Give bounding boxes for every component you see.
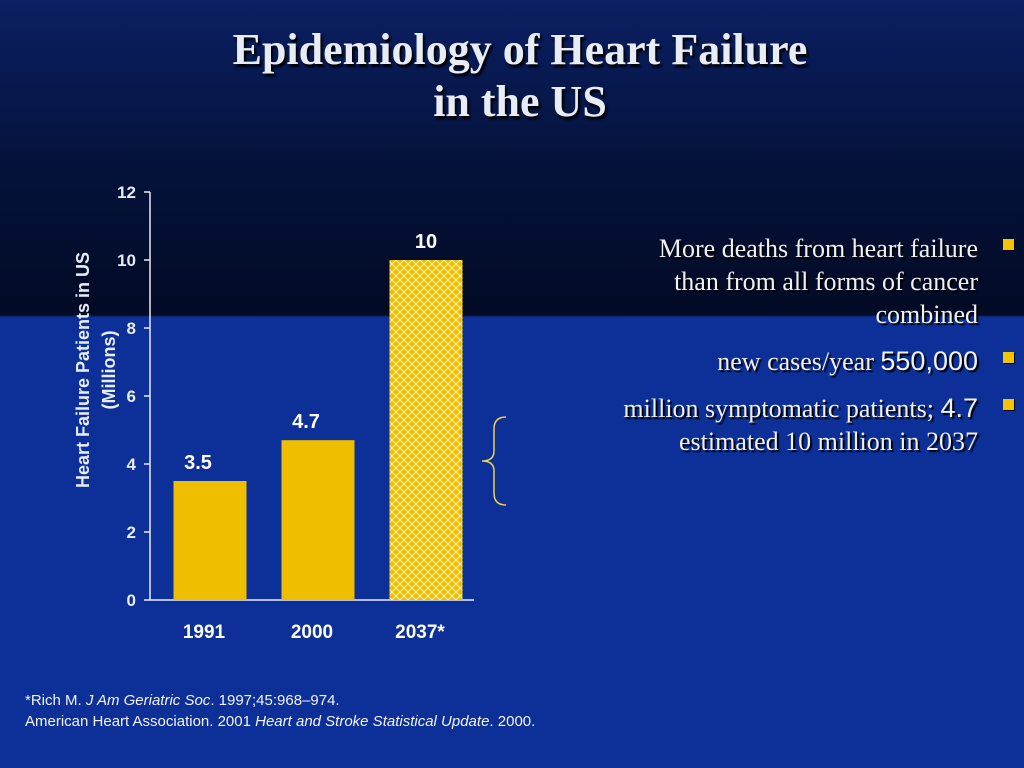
bullet-3-text: million symptomatic patients; bbox=[623, 394, 934, 423]
bullet-new-cases: new cases/year 550,000 bbox=[500, 345, 1014, 378]
bullet-1-line-3: combined bbox=[875, 300, 978, 329]
footnote: *Rich M. J Am Geriatric Soc. 1997;45:968… bbox=[25, 690, 535, 732]
bar-1991 bbox=[173, 481, 247, 600]
slide-title: Epidemiology of Heart Failure in the US bbox=[130, 24, 910, 128]
y-tick-label: 4 bbox=[127, 455, 137, 474]
x-axis-ticks: 1991 2000 2037* bbox=[183, 622, 446, 643]
y-tick-label: 0 bbox=[127, 591, 136, 610]
footnote-author: *Rich M. bbox=[25, 692, 86, 709]
y-axis-label-line-1: Heart Failure Patients in US bbox=[73, 252, 93, 488]
y-tick-label: 12 bbox=[117, 183, 136, 202]
x-tick-label: 2000 bbox=[291, 622, 333, 643]
bullet-list: More deaths from heart failure than from… bbox=[500, 232, 1014, 472]
bullet-2-number: 550,000 bbox=[880, 346, 978, 376]
footnote-source: American Heart Association. 2001 bbox=[25, 713, 256, 730]
y-tick-label: 8 bbox=[127, 319, 136, 338]
bar-value-label: 10 bbox=[415, 231, 437, 253]
square-bullet-icon bbox=[1003, 399, 1014, 410]
x-tick-label: 1991 bbox=[183, 622, 226, 643]
square-bullet-icon bbox=[1003, 239, 1014, 250]
bar-value-label: 4.7 bbox=[292, 411, 320, 433]
title-line-1: Epidemiology of Heart Failure bbox=[232, 25, 808, 74]
bullet-deaths: More deaths from heart failure than from… bbox=[500, 232, 1014, 331]
x-tick-label: 2037* bbox=[395, 622, 445, 643]
y-tick-label: 10 bbox=[117, 251, 136, 270]
footnote-line-2: American Heart Association. 2001 Heart a… bbox=[25, 711, 535, 732]
footnote-publication: Heart and Stroke Statistical Update bbox=[255, 713, 490, 730]
bar-value-labels: 3.5 4.7 10 bbox=[184, 231, 437, 474]
y-tick-label: 6 bbox=[127, 387, 136, 406]
y-tick-label: 2 bbox=[127, 523, 136, 542]
bullet-symptomatic: million symptomatic patients; 4.7 estima… bbox=[500, 392, 1014, 458]
footnote-line-1: *Rich M. J Am Geriatric Soc. 1997;45:968… bbox=[25, 690, 535, 711]
y-axis-ticks: 0 2 4 6 8 10 12 bbox=[117, 183, 150, 610]
y-axis-label: Heart Failure Patients in US (Millions) bbox=[73, 252, 119, 488]
bullet-2-text: new cases/year bbox=[717, 347, 874, 376]
bullet-3-line-2: estimated 10 million in 2037 bbox=[679, 427, 978, 456]
bullet-1-line-2: than from all forms of cancer bbox=[674, 267, 978, 296]
curly-brace-icon bbox=[481, 416, 507, 506]
square-bullet-icon bbox=[1003, 352, 1014, 363]
bars bbox=[173, 260, 463, 600]
bullet-3-number: 4.7 bbox=[940, 393, 978, 423]
footnote-citation: . 1997;45:968–974. bbox=[210, 692, 340, 709]
footnote-journal: J Am Geriatric Soc bbox=[85, 692, 211, 709]
y-axis-label-line-2: (Millions) bbox=[99, 331, 119, 410]
footnote-year: . 2000. bbox=[489, 713, 536, 730]
bar-chart: Heart Failure Patients in US (Millions) … bbox=[73, 183, 474, 643]
bar-value-label: 3.5 bbox=[184, 452, 212, 474]
bar-2000 bbox=[281, 440, 355, 600]
bar-2037 bbox=[389, 260, 463, 600]
bullet-1-line-1: More deaths from heart failure bbox=[658, 234, 978, 263]
title-line-2: in the US bbox=[433, 77, 607, 126]
